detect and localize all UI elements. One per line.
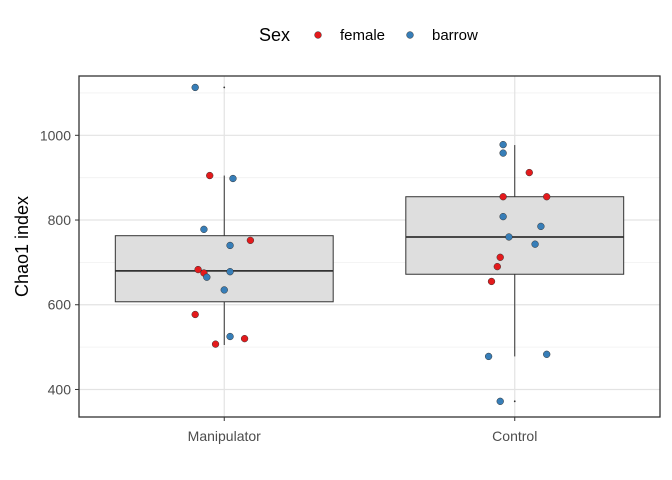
- point-female: [211, 340, 220, 348]
- box-iqr: [405, 196, 625, 275]
- boxes: [114, 86, 625, 403]
- point-barrow: [226, 332, 234, 341]
- legend-entry-barrow: barrow: [406, 27, 478, 44]
- box-control: [405, 145, 625, 403]
- y-tick-label: 400: [48, 381, 72, 397]
- x-tick-label: Control: [492, 428, 537, 444]
- box-outlier: [513, 400, 516, 403]
- series-barrow: [191, 83, 551, 405]
- point-barrow: [484, 352, 493, 361]
- point-female: [487, 277, 496, 286]
- point-barrow: [531, 240, 539, 248]
- point-barrow: [226, 241, 234, 250]
- y-tick-label: 600: [48, 297, 72, 313]
- point-barrow: [496, 397, 504, 405]
- point-barrow: [220, 286, 228, 294]
- legend-entry-female: female: [314, 27, 385, 44]
- legend-label-barrow: barrow: [432, 27, 478, 44]
- point-female: [191, 310, 199, 319]
- x-tick-label: Manipulator: [188, 428, 261, 444]
- point-female: [543, 193, 551, 201]
- point-barrow: [191, 83, 199, 92]
- point-barrow: [499, 149, 507, 157]
- point-female: [206, 171, 214, 180]
- legend-title: Sex: [259, 25, 290, 45]
- point-female: [194, 265, 202, 274]
- point-barrow: [499, 212, 507, 221]
- point-barrow: [203, 273, 211, 281]
- x-axis: Manipulator Control: [188, 417, 537, 444]
- legend-key-female: [314, 31, 322, 39]
- y-axis: 400 600 800 1000: [40, 127, 79, 397]
- legend: Sex female barrow: [259, 25, 478, 45]
- point-barrow: [537, 222, 545, 231]
- point-barrow: [505, 233, 513, 241]
- point-female: [496, 253, 504, 261]
- point-barrow: [229, 174, 237, 183]
- series-female: [191, 168, 551, 348]
- point-female: [493, 262, 501, 271]
- box-outlier: [223, 86, 226, 89]
- point-female: [246, 236, 255, 245]
- legend-entries: female barrow: [314, 27, 478, 44]
- points: [191, 83, 551, 405]
- point-female: [525, 168, 533, 177]
- legend-label-female: female: [340, 27, 385, 44]
- y-tick-label: 800: [48, 212, 72, 228]
- y-axis-title: Chao1 index: [12, 196, 32, 297]
- panel-border: [78, 75, 661, 418]
- point-barrow: [499, 140, 507, 149]
- point-barrow: [226, 268, 234, 276]
- point-female: [240, 334, 249, 343]
- point-barrow: [200, 225, 208, 233]
- legend-key-barrow: [406, 31, 414, 39]
- point-female: [499, 193, 507, 201]
- point-barrow: [543, 350, 551, 358]
- y-tick-label: 1000: [40, 127, 71, 143]
